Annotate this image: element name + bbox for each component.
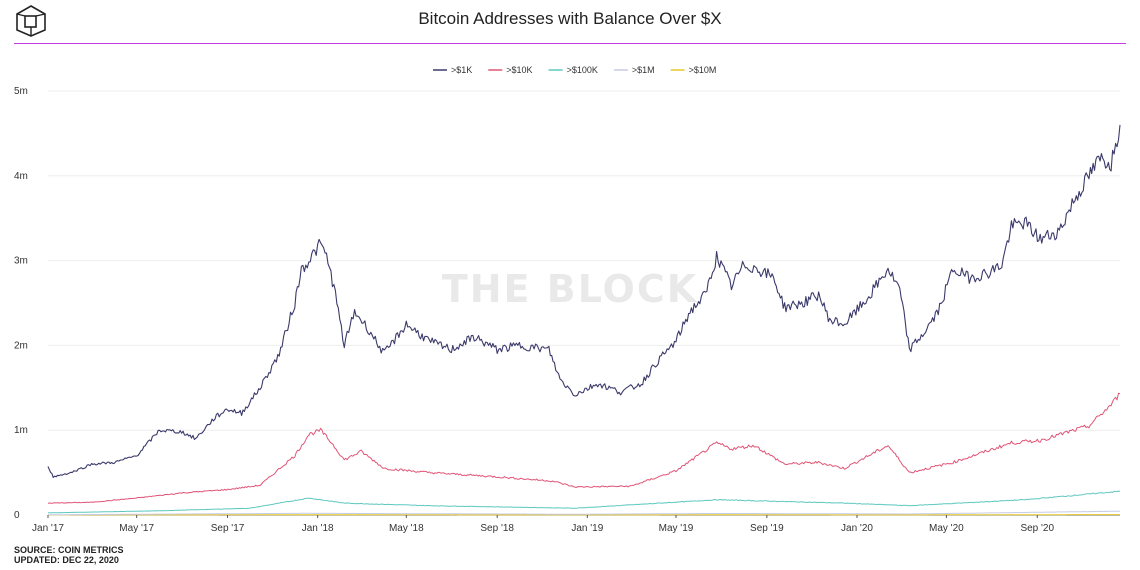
x-tick-label: Sep '17 [211, 523, 245, 534]
y-tick-label: 3m [14, 256, 28, 267]
legend-label: >$10M [689, 65, 717, 75]
y-tick-label: 4m [14, 171, 28, 182]
chart-series [47, 124, 1121, 516]
updated-note: UPDATED: DEC 22, 2020 [14, 555, 119, 565]
x-tick-label: Jan '19 [571, 523, 603, 534]
x-tick-label: Jan '20 [841, 523, 873, 534]
x-tick-label: Sep '20 [1020, 523, 1054, 534]
x-tick-label: May '19 [659, 523, 694, 534]
x-tick-label: Sep '18 [480, 523, 514, 534]
x-tick-label: Jan '18 [302, 523, 334, 534]
x-tick-label: Sep '19 [750, 523, 784, 534]
chart-legend: >$1K >$10K >$100K >$1M >$10M [433, 65, 716, 75]
x-axis: Jan '17 May '17 Sep '17 Jan '18 May '18 Sep '… [32, 515, 1054, 534]
y-tick-label: 2m [14, 340, 28, 351]
legend-label: >$1K [451, 65, 472, 75]
x-tick-label: Jan '17 [32, 523, 64, 534]
cube-logo-icon [16, 5, 46, 37]
y-tick-label: 0 [14, 510, 20, 521]
chart-footer: SOURCE: COIN METRICS UPDATED: DEC 22, 20… [14, 545, 124, 565]
watermark: THE BLOCK [442, 267, 698, 311]
y-tick-label: 1m [14, 425, 28, 436]
chart-title: Bitcoin Addresses with Balance Over $X [418, 9, 722, 28]
x-tick-label: May '17 [119, 523, 154, 534]
chart-header: Bitcoin Addresses with Balance Over $X [0, 0, 1140, 44]
x-tick-label: May '18 [389, 523, 424, 534]
series-line [48, 490, 1121, 514]
source-note: SOURCE: COIN METRICS [14, 545, 124, 555]
series-line [48, 510, 1121, 516]
series-line [47, 392, 1121, 504]
x-tick-label: May '20 [929, 523, 964, 534]
line-chart: >$1K >$10K >$100K >$1M >$10M THE BLOCK 0 1m 2m… [14, 65, 1121, 534]
y-tick-label: 5m [14, 86, 28, 97]
y-axis: 0 1m 2m 3m 4m 5m [14, 86, 28, 521]
series-line [47, 124, 1121, 479]
legend-label: >$10K [506, 65, 532, 75]
legend-label: >$100K [567, 65, 598, 75]
legend-label: >$1M [632, 65, 655, 75]
header-divider [14, 43, 1126, 44]
